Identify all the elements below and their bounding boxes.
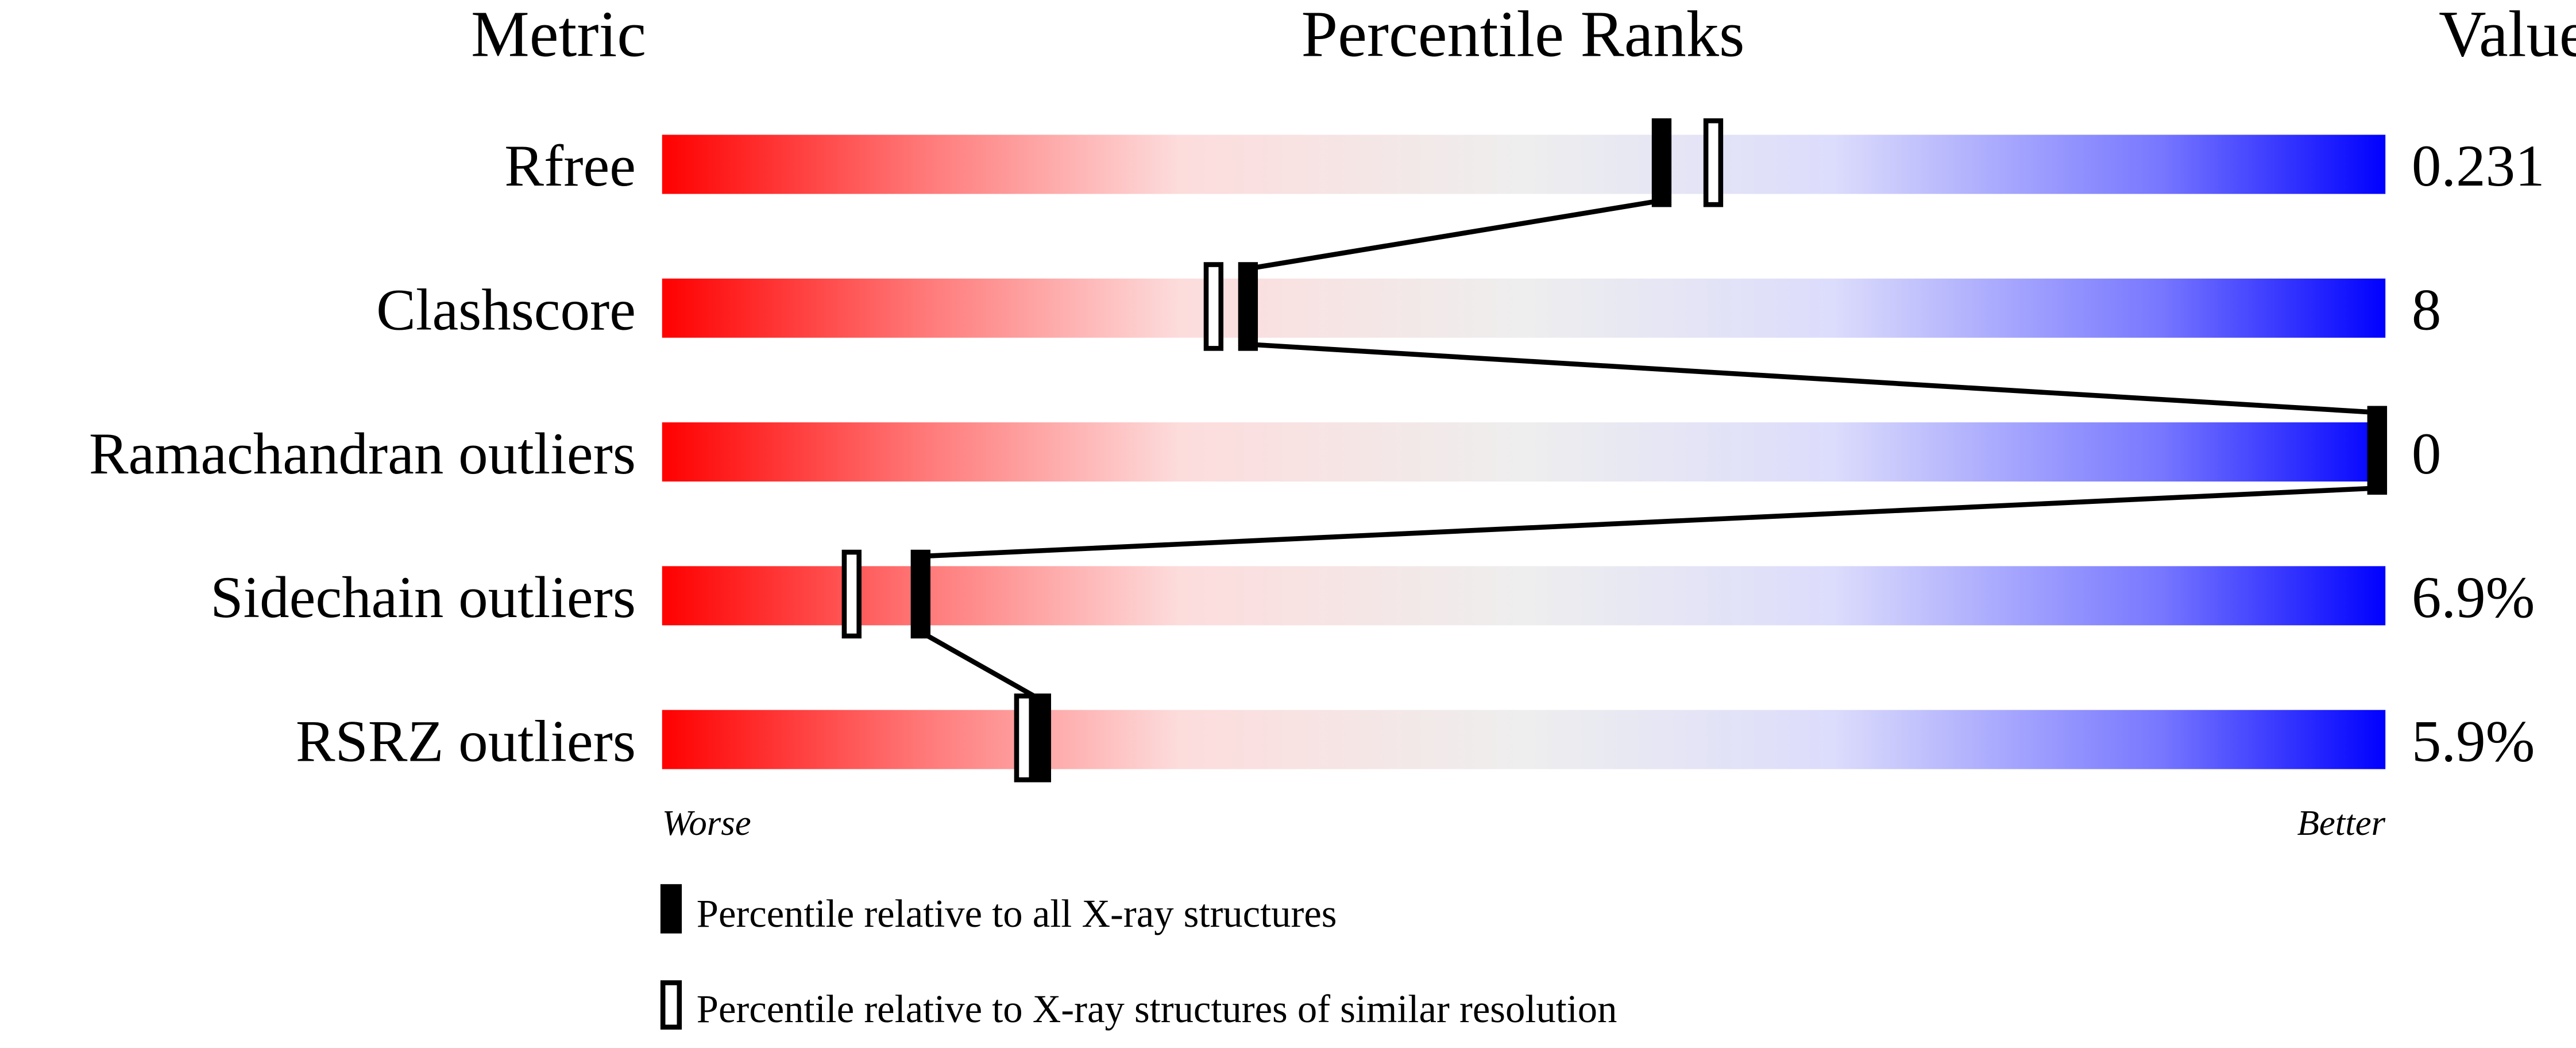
legend-open-marker bbox=[660, 980, 682, 1030]
legend: Percentile relative to all X-ray structu… bbox=[660, 884, 1617, 1031]
marker-all-structures bbox=[1238, 262, 1258, 351]
metric-value: 5.9% bbox=[2412, 708, 2535, 774]
marker-all-structures bbox=[1031, 693, 1051, 783]
marker-similar-resolution bbox=[1703, 118, 1724, 207]
connector-line bbox=[1248, 341, 2378, 415]
header-value: Value bbox=[2439, 0, 2576, 70]
percentile-bar bbox=[662, 134, 2386, 194]
metric-label: RSRZ outliers bbox=[296, 708, 636, 774]
percentile-bar bbox=[662, 422, 2386, 482]
percentile-bar bbox=[662, 710, 2386, 769]
percentile-bar bbox=[662, 566, 2386, 626]
connector-line bbox=[920, 486, 2378, 559]
marker-all-structures bbox=[2367, 406, 2388, 495]
marker-all-structures bbox=[910, 549, 930, 639]
connector-line bbox=[919, 630, 1042, 703]
header-metric: Metric bbox=[471, 0, 646, 70]
marker-all-structures bbox=[1651, 118, 1672, 207]
connector-line bbox=[1248, 198, 1662, 271]
marker-similar-resolution bbox=[1203, 262, 1224, 351]
marker-similar-resolution bbox=[1014, 693, 1034, 783]
header-percentile-ranks: Percentile Ranks bbox=[1301, 0, 1745, 70]
metric-label: Sidechain outliers bbox=[210, 565, 636, 630]
legend-filled-marker bbox=[660, 884, 682, 934]
metric-value: 6.9% bbox=[2412, 565, 2535, 630]
metric-value: 0.231 bbox=[2412, 133, 2545, 199]
axis-label-better: Better bbox=[2297, 803, 2385, 843]
metric-label: Rfree bbox=[504, 133, 636, 199]
percentile-bar bbox=[662, 278, 2386, 338]
legend-label-similar: Percentile relative to X-ray structures … bbox=[697, 987, 1617, 1031]
marker-similar-resolution bbox=[841, 549, 862, 639]
metric-label: Ramachandran outliers bbox=[89, 421, 636, 487]
legend-label-all: Percentile relative to all X-ray structu… bbox=[697, 892, 1337, 935]
metric-value: 0 bbox=[2412, 421, 2441, 487]
axis-label-worse: Worse bbox=[662, 803, 751, 843]
metric-value: 8 bbox=[2412, 277, 2441, 342]
metric-label: Clashscore bbox=[376, 277, 636, 342]
